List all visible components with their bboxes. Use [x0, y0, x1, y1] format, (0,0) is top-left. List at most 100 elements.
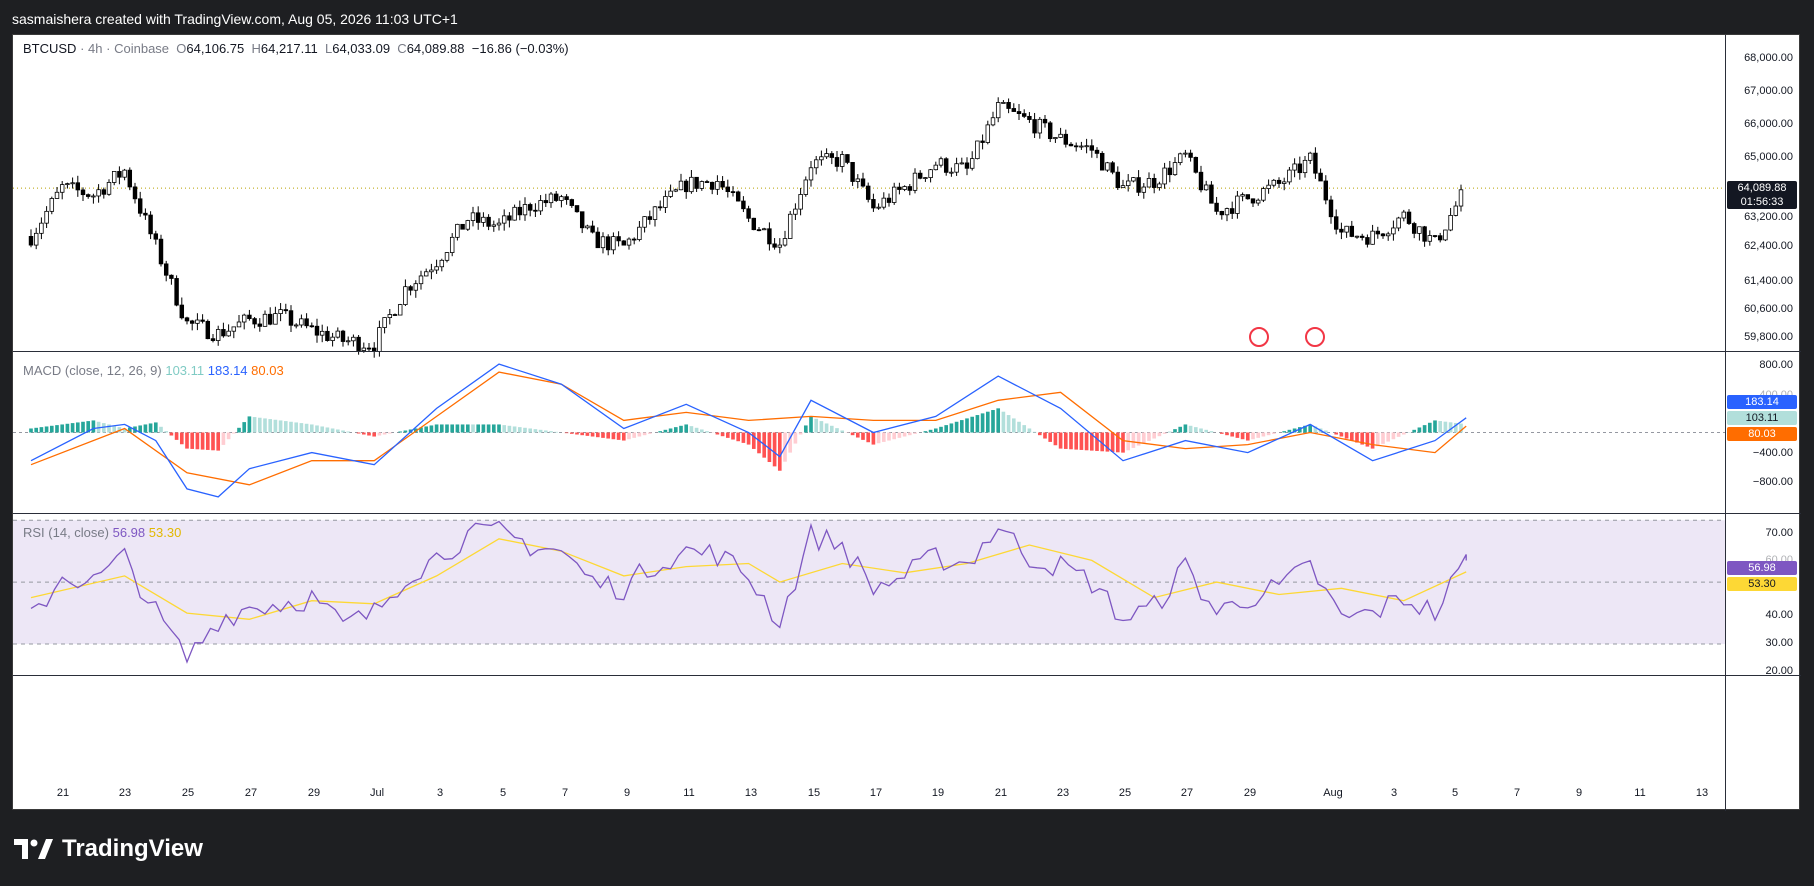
interval-label[interactable]: 4h — [88, 41, 103, 56]
candle-body — [631, 238, 637, 241]
candle-body — [1318, 172, 1323, 182]
bar-countdown: 01:56:33 — [1740, 196, 1784, 208]
macd-histogram-bar — [996, 408, 1001, 433]
candle-body — [959, 162, 965, 165]
candle-body — [1110, 162, 1115, 173]
candle-body — [236, 321, 242, 328]
candle-body — [1422, 226, 1427, 242]
candle-body — [28, 236, 34, 246]
macd-histogram-bar — [663, 429, 668, 433]
candle-body — [725, 186, 731, 193]
candle-body — [267, 313, 273, 325]
time-axis-tick: 29 — [307, 787, 321, 799]
chart-frame[interactable]: BTCUSD · 4h · Coinbase O64,106.75 H64,21… — [12, 34, 1801, 811]
macd-histogram-bar — [1381, 432, 1385, 444]
last-price-tag[interactable]: 64,089.88 01:56:33 — [1727, 181, 1797, 209]
candle-body — [1011, 108, 1017, 112]
pane-divider-macd[interactable] — [13, 351, 1801, 352]
rsi-axis-tick: 30.00 — [1765, 637, 1793, 649]
macd-histogram-bar — [434, 424, 439, 433]
candle-body — [1297, 163, 1303, 174]
candle-body — [954, 163, 959, 173]
time-axis-tick: 27 — [244, 787, 258, 799]
macd-histogram-bar — [829, 425, 834, 433]
time-axis-tick: 11 — [683, 787, 695, 799]
candle-body — [787, 213, 793, 239]
price-legend[interactable]: BTCUSD · 4h · Coinbase O64,106.75 H64,21… — [23, 41, 569, 56]
candle-body — [891, 186, 897, 203]
candle-body — [226, 330, 231, 337]
macd-histogram-bar — [216, 432, 221, 451]
macd-histogram-bar — [897, 432, 902, 438]
macd-histogram-bar — [970, 416, 975, 433]
macd-histogram-bar — [341, 430, 345, 433]
macd-histogram-bar — [486, 424, 491, 433]
macd-histogram-bar — [855, 432, 860, 438]
rsi-legend[interactable]: RSI (14, close) 56.98 53.30 — [23, 525, 181, 540]
candle-body — [839, 154, 845, 167]
candle-body — [616, 236, 621, 242]
candle-body — [403, 286, 408, 305]
chart-canvas[interactable] — [13, 35, 1799, 809]
macd-histogram-bar — [523, 427, 527, 433]
macd-histogram-bar — [621, 432, 626, 441]
rsi-title[interactable]: RSI (14, close) — [23, 525, 109, 540]
rsi-ma-tag: 53.30 — [1727, 577, 1797, 591]
candle-body — [200, 319, 205, 322]
candle-body — [517, 206, 523, 216]
price-axis-tick: 67,000.00 — [1744, 85, 1793, 97]
candle-body — [174, 278, 179, 306]
macd-histogram-bar — [642, 432, 647, 436]
candle-body — [163, 263, 169, 276]
candle-body — [137, 198, 143, 214]
macd-histogram-bar — [1261, 432, 1266, 437]
macd-histogram-bar — [647, 432, 652, 434]
pane-divider-rsi[interactable] — [13, 513, 1801, 514]
candle-body — [85, 194, 91, 197]
rsi-line — [30, 520, 1467, 664]
candle-body — [377, 327, 382, 352]
candle-body — [1323, 180, 1329, 201]
macd-histogram-bar — [367, 432, 371, 436]
candle-body — [1375, 230, 1381, 235]
macd-histogram-bar — [1292, 428, 1297, 433]
macd-histogram-bar — [1287, 429, 1292, 433]
candle-body — [70, 182, 75, 185]
candle-body — [1198, 171, 1204, 191]
macd-histogram-bar — [1043, 432, 1047, 439]
macd-histogram-bar — [237, 427, 241, 433]
candle-body — [434, 266, 439, 271]
candle-body — [985, 124, 991, 143]
macd-histogram-bar — [497, 424, 501, 433]
candle-body — [429, 269, 434, 273]
candle-body — [1219, 210, 1225, 216]
macd-histogram-bar — [1453, 422, 1458, 433]
macd-histogram-bar — [1079, 432, 1084, 450]
candle-body — [850, 162, 855, 182]
macd-histogram-bar — [1433, 420, 1437, 433]
macd-histogram-bar — [1178, 426, 1183, 433]
macd-histogram-bar — [1147, 432, 1151, 441]
macd-histogram-bar — [585, 432, 590, 436]
macd-histogram-bar — [668, 428, 673, 433]
macd-histogram-bar — [169, 432, 174, 436]
candle-body — [75, 182, 81, 191]
macd-title[interactable]: MACD (close, 12, 26, 9) — [23, 363, 162, 378]
candle-body — [1349, 225, 1355, 237]
candle-body — [813, 159, 819, 169]
candle-body — [1411, 223, 1417, 234]
candle-body — [553, 193, 559, 201]
candle-body — [366, 347, 372, 350]
macd-histogram-bar — [933, 428, 938, 433]
candle-body — [1427, 235, 1433, 242]
macd-histogram-bar — [1225, 432, 1229, 436]
symbol-name[interactable]: BTCUSD — [23, 41, 77, 56]
time-axis-divider — [13, 675, 1801, 676]
macd-histogram-bar — [252, 417, 257, 433]
macd-histogram-bar — [450, 424, 455, 433]
macd-histogram-bar — [611, 432, 616, 440]
economic-event-icon — [1305, 327, 1325, 347]
tradingview-footer[interactable]: TradingView — [14, 835, 203, 863]
candle-body — [1380, 233, 1386, 237]
macd-legend[interactable]: MACD (close, 12, 26, 9) 103.11 183.14 80… — [23, 363, 284, 378]
